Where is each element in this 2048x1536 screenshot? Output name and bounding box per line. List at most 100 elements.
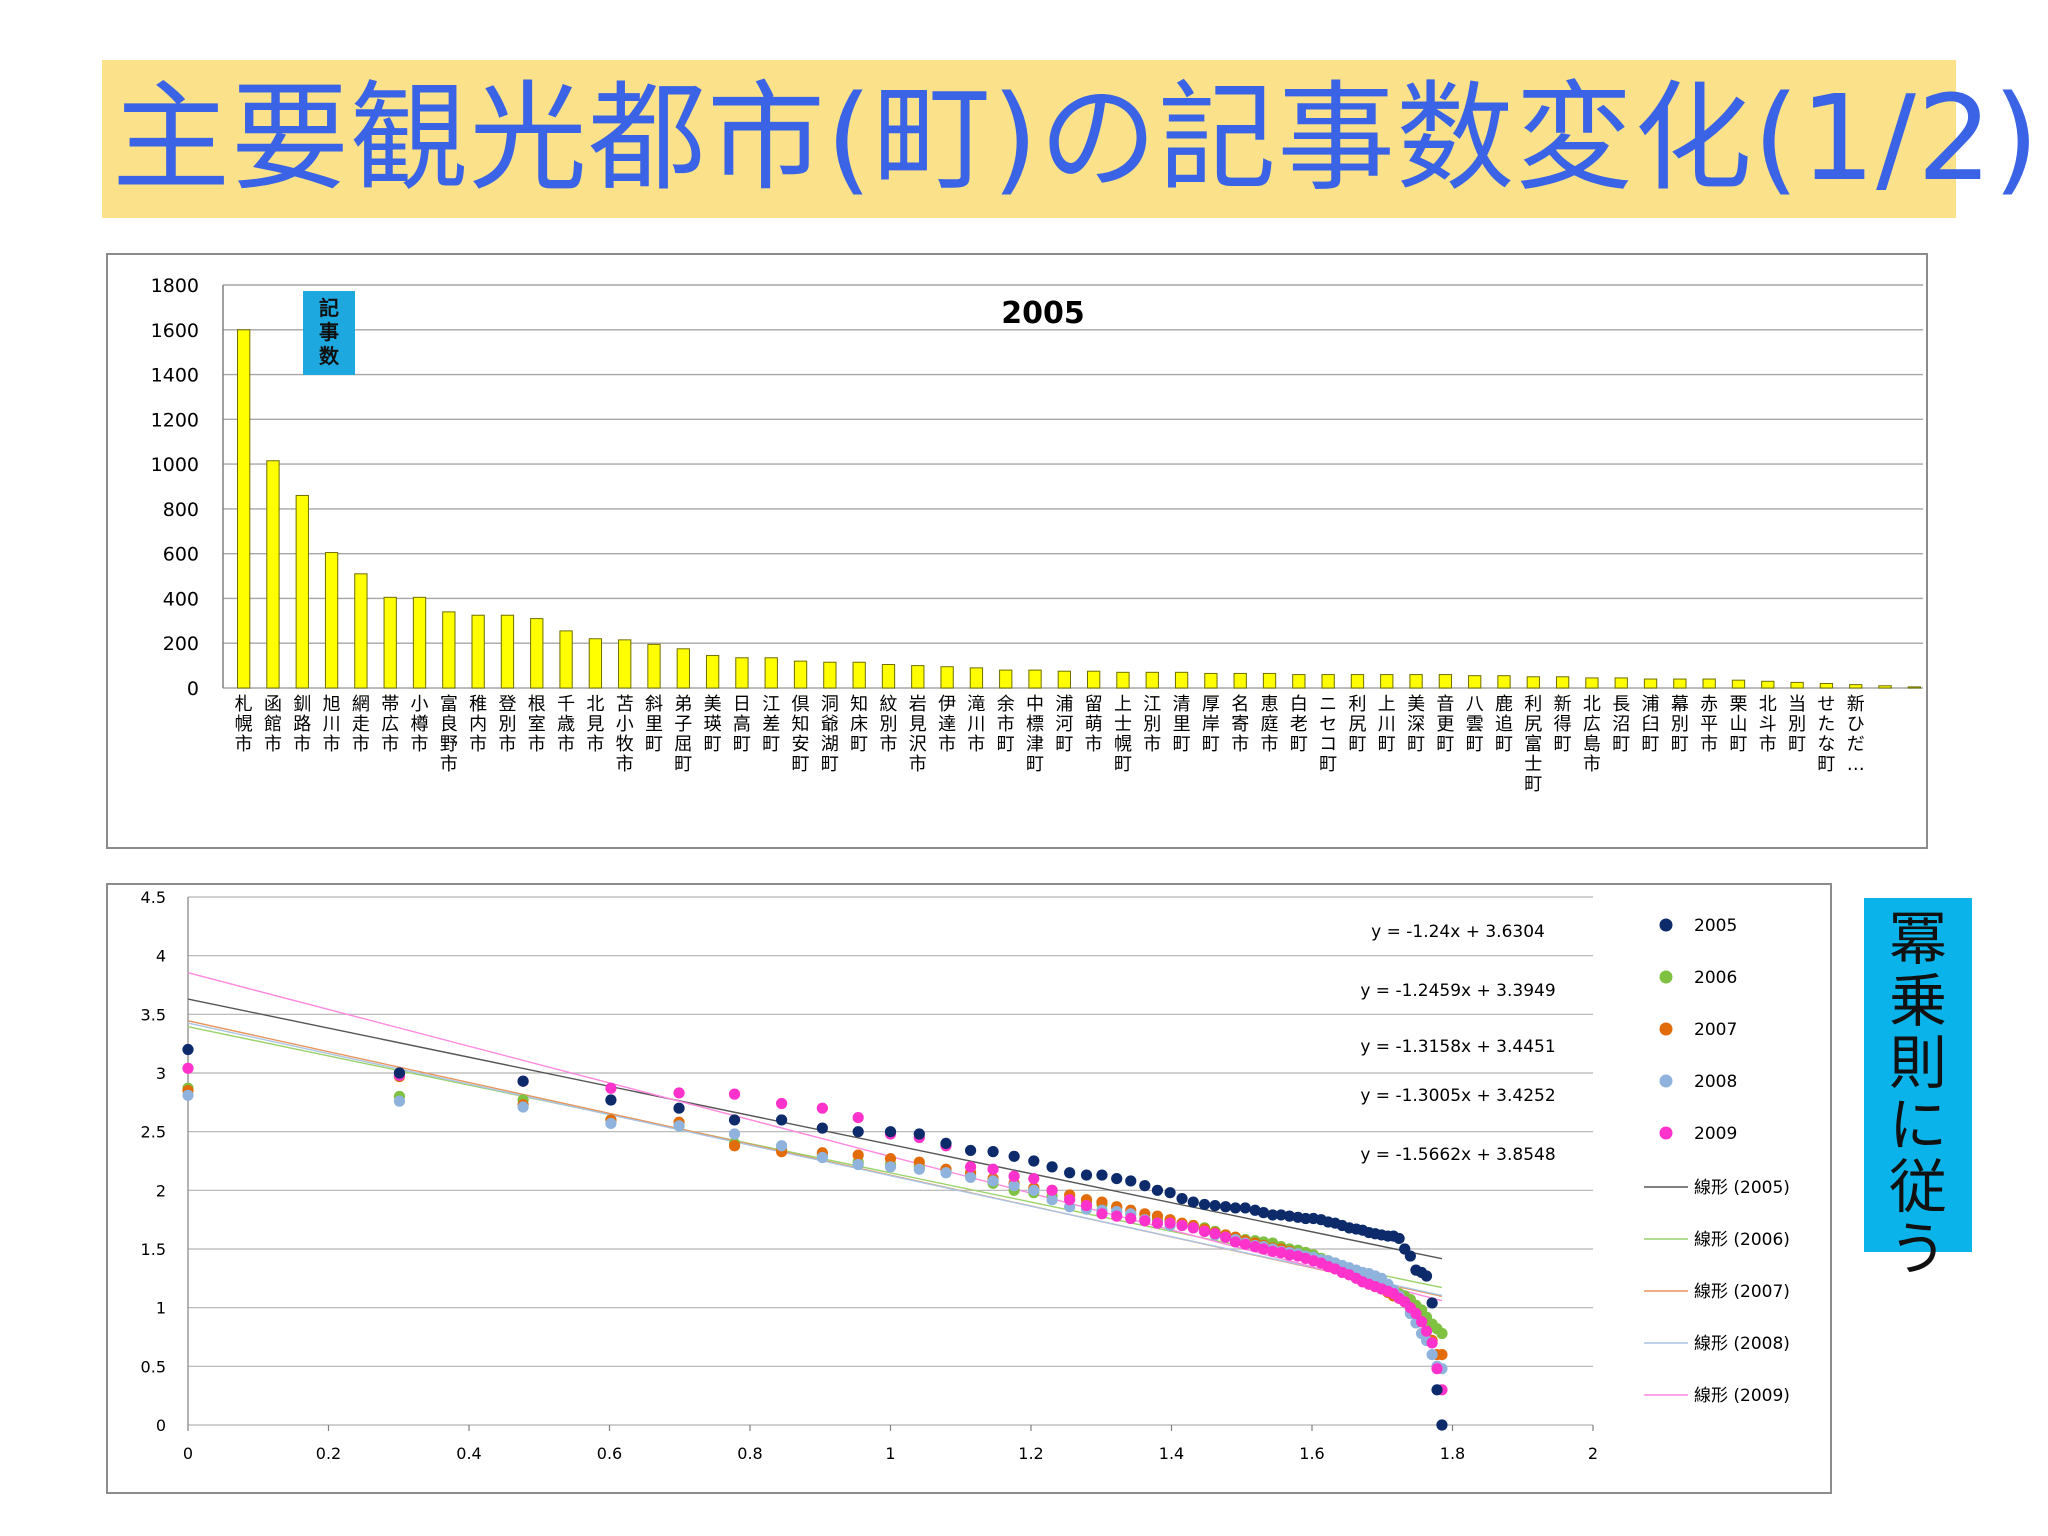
data-point xyxy=(1275,1209,1287,1221)
data-point xyxy=(1249,1241,1261,1253)
x-tick-char: 市 xyxy=(586,734,604,755)
bar xyxy=(442,611,456,689)
x-tick-label: 0.6 xyxy=(597,1444,622,1463)
x-tick-char: 老 xyxy=(1290,714,1308,735)
x-tick-char: 歳 xyxy=(557,714,575,735)
x-tick-char: 江 xyxy=(762,694,780,715)
data-point xyxy=(1239,1238,1251,1250)
data-point xyxy=(1198,1225,1211,1237)
x-tick-char: ひ xyxy=(1847,714,1865,735)
x-tick-char: 里 xyxy=(645,714,663,735)
data-point xyxy=(673,1102,685,1114)
x-tick-char: 八 xyxy=(1466,694,1484,715)
x-tick-label: 帯広市 xyxy=(381,694,399,755)
x-tick-char: 路 xyxy=(293,714,311,735)
x-tick-char: 清 xyxy=(1173,694,1191,715)
x-tick-label: 美深町 xyxy=(1407,694,1425,755)
x-tick-label: 美瑛町 xyxy=(704,694,722,755)
data-point xyxy=(1420,1270,1433,1282)
data-point xyxy=(884,1161,897,1173)
bar xyxy=(1907,686,1922,689)
bar xyxy=(911,665,925,689)
x-tick-char: 達 xyxy=(938,714,956,735)
data-point xyxy=(1028,1173,1040,1185)
y-tick-label: 4 xyxy=(156,947,166,966)
x-tick-char: 町 xyxy=(1319,754,1337,775)
trendline-equation: y = -1.5662x + 3.8548 xyxy=(1360,1145,1555,1165)
data-point xyxy=(884,1153,897,1165)
x-tick-char: た xyxy=(1817,714,1835,735)
x-tick-label: 上川町 xyxy=(1378,694,1396,755)
x-tick-char: 苫 xyxy=(616,694,634,715)
data-point xyxy=(182,1043,194,1056)
data-point xyxy=(1164,1217,1176,1229)
x-tick-char: 標 xyxy=(1026,714,1044,735)
bar xyxy=(852,661,866,689)
x-tick-char: 新 xyxy=(1847,694,1865,715)
x-tick-char: 屈 xyxy=(674,734,692,755)
x-tick-label: 稚内市 xyxy=(469,694,487,755)
y-axis-label-char: 事 xyxy=(319,320,339,344)
x-tick-char: 恵 xyxy=(1261,694,1279,715)
y-tick-label: 0.5 xyxy=(141,1357,166,1376)
x-tick-char: 知 xyxy=(850,694,868,715)
scatter-chart-panel: 0 0.5 1 1.5 2 2.5 3 3.5 4 4.5 0 0.2 0.4 0.6 0.8 1 1.2 1.4… xyxy=(106,883,1832,1494)
y-axis-label-box xyxy=(303,291,355,375)
bar xyxy=(1526,676,1540,689)
x-tick-char: 市 xyxy=(1700,734,1718,755)
data-point xyxy=(1426,1337,1438,1349)
legend-marker xyxy=(1659,918,1673,932)
x-tick-label: 江差町 xyxy=(762,694,780,755)
x-tick-char: 北 xyxy=(1759,694,1777,715)
legend-label: 2005 xyxy=(1694,916,1737,936)
bar xyxy=(1321,674,1335,689)
x-tick-char: 町 xyxy=(1173,734,1191,755)
bar xyxy=(1731,679,1746,689)
data-point xyxy=(1096,1208,1108,1220)
bar xyxy=(1643,678,1658,689)
x-tick-char: 市 xyxy=(909,754,927,775)
data-point xyxy=(1151,1217,1164,1229)
data-point xyxy=(1046,1194,1058,1206)
x-tick-char: 市 xyxy=(1583,754,1601,775)
x-tick-char: 町 xyxy=(1055,734,1073,755)
x-tick-char: 稚 xyxy=(469,694,487,715)
y-tick-label: 4.5 xyxy=(141,888,166,907)
data-point xyxy=(728,1114,741,1126)
data-point xyxy=(673,1087,685,1099)
bar xyxy=(1380,674,1394,689)
legend-marker xyxy=(1659,970,1673,984)
x-tick-char: 町 xyxy=(997,734,1015,755)
data-point xyxy=(605,1094,617,1106)
y-axis-label-char: 数 xyxy=(319,344,340,368)
x-tick-label: 千歳市 xyxy=(557,694,575,755)
x-tick-char: 士 xyxy=(1524,754,1542,775)
data-point xyxy=(964,1144,977,1157)
x-tick-char: 旭 xyxy=(323,694,341,715)
legend-marker xyxy=(1659,1022,1673,1036)
x-tick-char: 市 xyxy=(293,734,311,755)
x-tick-char: コ xyxy=(1319,734,1337,755)
data-point xyxy=(182,1089,194,1101)
x-tick-char: 札 xyxy=(235,694,253,715)
x-tick-label: 0.4 xyxy=(456,1444,481,1463)
x-tick-char: 川 xyxy=(323,714,341,735)
bar xyxy=(1174,671,1189,689)
bar xyxy=(647,643,661,689)
legend-label: 線形 (2007) xyxy=(1694,1282,1790,1302)
y-tick-label: 0 xyxy=(187,678,199,700)
data-point xyxy=(1267,1209,1279,1221)
bar xyxy=(588,638,603,689)
x-tick-char: 市 xyxy=(1143,734,1161,755)
x-tick-label: 利尻町 xyxy=(1348,694,1366,755)
x-tick-char: せ xyxy=(1817,694,1835,715)
x-tick-char: 市 xyxy=(381,734,399,755)
y-axis-label: 記事数 xyxy=(303,291,355,375)
y-tick-label: 800 xyxy=(163,499,199,521)
data-point xyxy=(1198,1198,1211,1211)
x-tick-char: 爺 xyxy=(821,714,839,735)
